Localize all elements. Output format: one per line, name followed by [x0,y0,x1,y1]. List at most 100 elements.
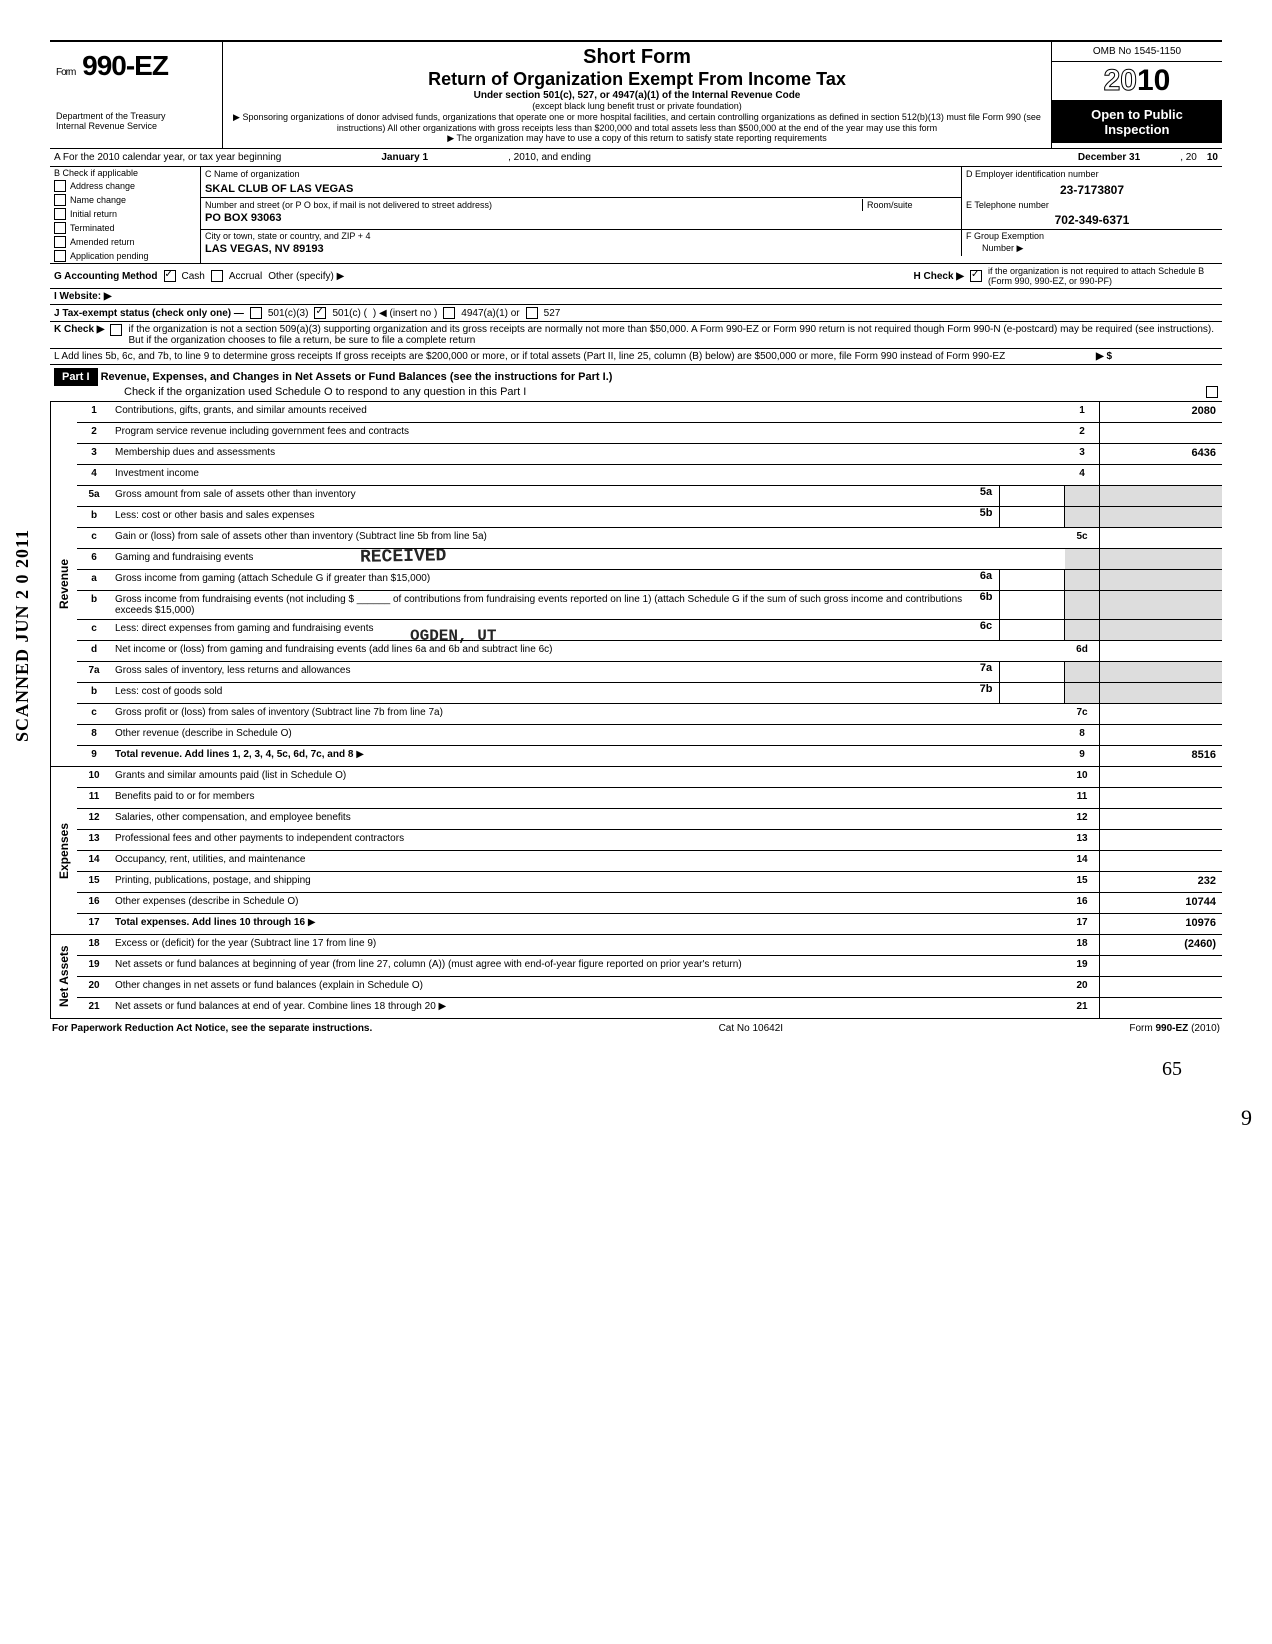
org-name: SKAL CLUB OF LAS VEGAS [201,181,961,198]
j-c3-checkbox[interactable] [250,307,262,319]
k-text: if the organization is not a section 509… [128,324,1218,346]
col-d: D Employer identification number 23-7173… [962,167,1222,199]
sponsor: ▶ Sponsoring organizations of donor advi… [231,112,1043,134]
dept2: Internal Revenue Service [56,122,216,132]
row-j: J Tax-exempt status (check only one) — 5… [50,305,1222,322]
addr-row-1: Number and street (or P O box, if mail i… [201,199,1222,230]
a-yr: 10 [1207,152,1218,163]
j-a-checkbox[interactable] [443,307,455,319]
b-item-2[interactable]: Initial return [50,207,200,221]
expenses-body: 10Grants and similar amounts paid (list … [77,767,1222,934]
side-revenue: Revenue [50,402,77,766]
j-c: 501(c) ( [332,308,366,319]
cash-checkbox[interactable] [164,270,176,282]
l-arrow: ▶ $ [1096,351,1112,362]
short-form: Short Form [231,46,1043,69]
h-checkbox[interactable] [970,270,982,282]
under-section: Under section 501(c), 527, or 4947(a)(1)… [231,90,1043,101]
a-mid: , 2010, and ending [508,152,591,163]
open1: Open to Public [1056,107,1218,122]
row-a: A For the 2010 calendar year, or tax yea… [50,149,1222,167]
addr-row-2: City or town, state or country, and ZIP … [201,230,1222,256]
col-b: B Check if applicable Address change Nam… [50,167,201,263]
h-label: H Check ▶ [914,271,964,282]
footer-right: Form 990-EZ (2010) [1129,1023,1220,1034]
room-label: Room/suite [862,199,961,211]
city-label: City or town, state or country, and ZIP … [201,230,961,242]
checkbox-icon[interactable] [54,222,66,234]
d-label: D Employer identification number [962,167,1222,181]
b-label: B Check if applicable [50,167,200,179]
scanned-stamp: SCANNED JUN 2 0 2011 [12,529,33,742]
addr-left-2: City or town, state or country, and ZIP … [201,230,962,256]
open2: Inspection [1056,122,1218,137]
b-item-1[interactable]: Name change [50,193,200,207]
d-val: 23-7173807 [962,181,1222,199]
j-a: 4947(a)(1) or [461,308,519,319]
open-public: Open to Public Inspection [1052,101,1222,143]
form-num: 990-EZ [82,50,168,81]
j-c-checkbox[interactable] [314,307,326,319]
j-527-checkbox[interactable] [526,307,538,319]
j-527: 527 [544,308,561,319]
header-left: Form 990-EZ Department of the Treasury I… [50,42,223,148]
e-val: 702-349-6371 [962,211,1222,229]
revenue-body: 1Contributions, gifts, grants, and simil… [77,402,1222,766]
g-accrual: Accrual [229,271,262,282]
omb: OMB No 1545-1150 [1052,42,1222,62]
j-label: J Tax-exempt status (check only one) — [54,308,244,319]
g-label: G Accounting Method [54,271,158,282]
part1-label: Part I [54,368,98,386]
checkbox-icon[interactable] [54,250,66,262]
part1-check: Check if the organization used Schedule … [124,386,526,398]
checkbox-icon[interactable] [54,208,66,220]
addr-left-1: Number and street (or P O box, if mail i… [201,199,962,229]
a-suffix: , 20 [1180,152,1197,163]
c-label: C Name of organization [201,167,961,181]
form-word: Form [56,67,75,78]
checkbox-icon[interactable] [54,194,66,206]
row-k: K Check ▶ if the organization is not a s… [50,322,1222,349]
part1-title: Revenue, Expenses, and Changes in Net As… [101,371,613,383]
checkbox-icon[interactable] [54,180,66,192]
netassets-body: 18Excess or (deficit) for the year (Subt… [77,935,1222,1018]
addr-right-2: F Group Exemption Number ▶ [962,230,1222,256]
h-text: if the organization is not required to a… [988,266,1218,286]
row-gh: G Accounting Method Cash Accrual Other (… [50,264,1222,289]
dept: Department of the Treasury Internal Reve… [56,112,216,132]
copy-note: ▶ The organization may have to use a cop… [231,133,1043,144]
b-item-0[interactable]: Address change [50,179,200,193]
a-end: December 31 [1078,152,1140,163]
a-prefix: A For the 2010 calendar year, or tax yea… [54,152,281,163]
f-label2: Number ▶ [962,242,1222,255]
side-expenses: Expenses [50,767,77,934]
revenue-table: Revenue 1Contributions, gifts, grants, a… [50,402,1222,767]
b-item-4[interactable]: Amended return [50,235,200,249]
accrual-checkbox[interactable] [211,270,223,282]
footer: For Paperwork Reduction Act Notice, see … [50,1019,1222,1038]
col-cd: C Name of organization SKAL CLUB OF LAS … [201,167,1222,263]
k-checkbox[interactable] [110,324,122,336]
street: PO BOX 93063 [201,211,961,225]
f-label: F Group Exemption [962,230,1222,242]
expenses-table: Expenses 10Grants and similar amounts pa… [50,767,1222,935]
name-row: C Name of organization SKAL CLUB OF LAS … [201,167,1222,199]
b-item-3[interactable]: Terminated [50,221,200,235]
g-other: Other (specify) ▶ [268,271,344,282]
form-page: SCANNED JUN 2 0 2011 Form 990-EZ Departm… [50,40,1222,1081]
netassets-table: Net Assets 18Excess or (deficit) for the… [50,935,1222,1019]
form-number: Form 990-EZ [56,50,216,82]
addr-right-1: E Telephone number 702-349-6371 [962,199,1222,229]
header-center: Short Form Return of Organization Exempt… [223,42,1052,148]
street-label: Number and street (or P O box, if mail i… [201,199,862,211]
row-l: L Add lines 5b, 6c, and 7b, to line 9 to… [50,349,1222,365]
header: Form 990-EZ Department of the Treasury I… [50,42,1222,149]
checkbox-icon[interactable] [54,236,66,248]
city: LAS VEGAS, NV 89193 [201,242,961,256]
l-text: L Add lines 5b, 6c, and 7b, to line 9 to… [54,351,1090,362]
b-item-5[interactable]: Application pending [50,249,200,263]
j-insert: ) ◀ (insert no ) [373,308,437,319]
part1-checkbox[interactable] [1206,386,1218,398]
a-begin: January 1 [381,152,428,163]
handwritten-9: 9 [1241,1105,1252,1131]
